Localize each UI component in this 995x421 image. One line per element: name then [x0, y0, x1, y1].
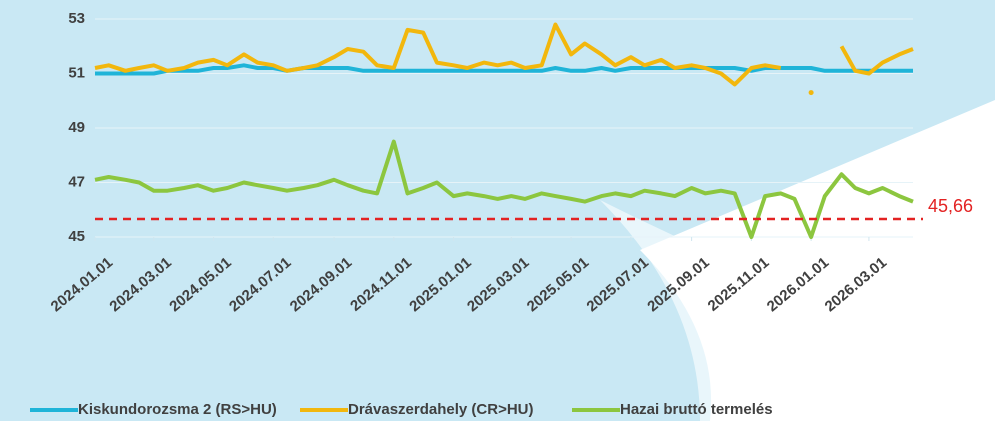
- y-tick-label: 47: [68, 173, 85, 190]
- y-tick-label: 53: [68, 10, 85, 27]
- legend-label: Drávaszerdahely (CR>HU): [348, 401, 534, 418]
- y-tick-label: 51: [68, 64, 85, 81]
- reference-label: 45,66: [928, 196, 973, 216]
- y-tick-label: 45: [68, 228, 85, 245]
- legend-label: Kiskundorozsma 2 (RS>HU): [78, 401, 277, 418]
- y-tick-label: 49: [68, 119, 85, 136]
- line-series: [94, 139, 914, 239]
- line-series: [94, 22, 782, 87]
- line-point: [808, 90, 814, 96]
- line-series: [839, 45, 914, 76]
- background-shape: [600, 200, 995, 421]
- legend-label: Hazai bruttó termelés: [620, 401, 773, 418]
